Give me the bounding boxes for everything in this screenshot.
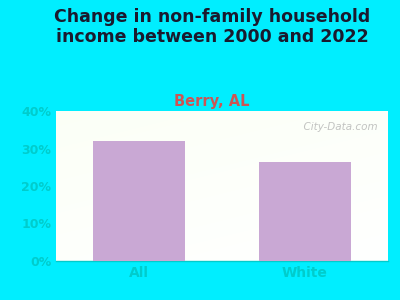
Text: City-Data.com: City-Data.com [298, 122, 378, 131]
Bar [93, 141, 185, 261]
Text: Berry, AL: Berry, AL [174, 94, 250, 110]
Bar [259, 162, 351, 261]
Text: Change in non-family household
income between 2000 and 2022: Change in non-family household income be… [54, 8, 370, 46]
